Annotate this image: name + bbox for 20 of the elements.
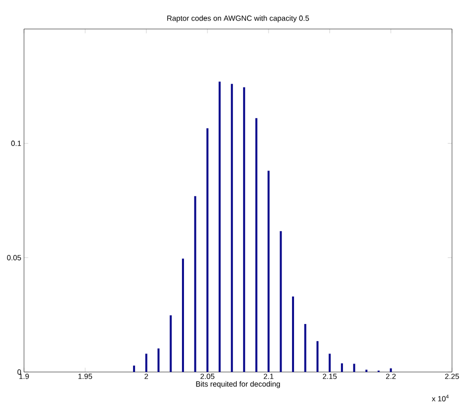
bar xyxy=(328,354,331,372)
bar xyxy=(170,315,172,372)
bar xyxy=(158,348,160,372)
bar xyxy=(316,341,318,372)
bar xyxy=(133,366,136,372)
bar xyxy=(206,128,208,372)
bar xyxy=(182,258,184,372)
bar xyxy=(255,118,258,372)
bar xyxy=(353,364,356,372)
bar xyxy=(280,231,282,372)
bar xyxy=(292,296,294,372)
bar xyxy=(194,196,196,372)
bar xyxy=(268,170,270,372)
bar xyxy=(230,84,233,372)
bar xyxy=(304,324,306,372)
bar xyxy=(218,82,221,372)
bar xyxy=(340,363,343,372)
bar xyxy=(145,354,148,372)
bar xyxy=(390,368,392,372)
bar xyxy=(243,87,246,372)
